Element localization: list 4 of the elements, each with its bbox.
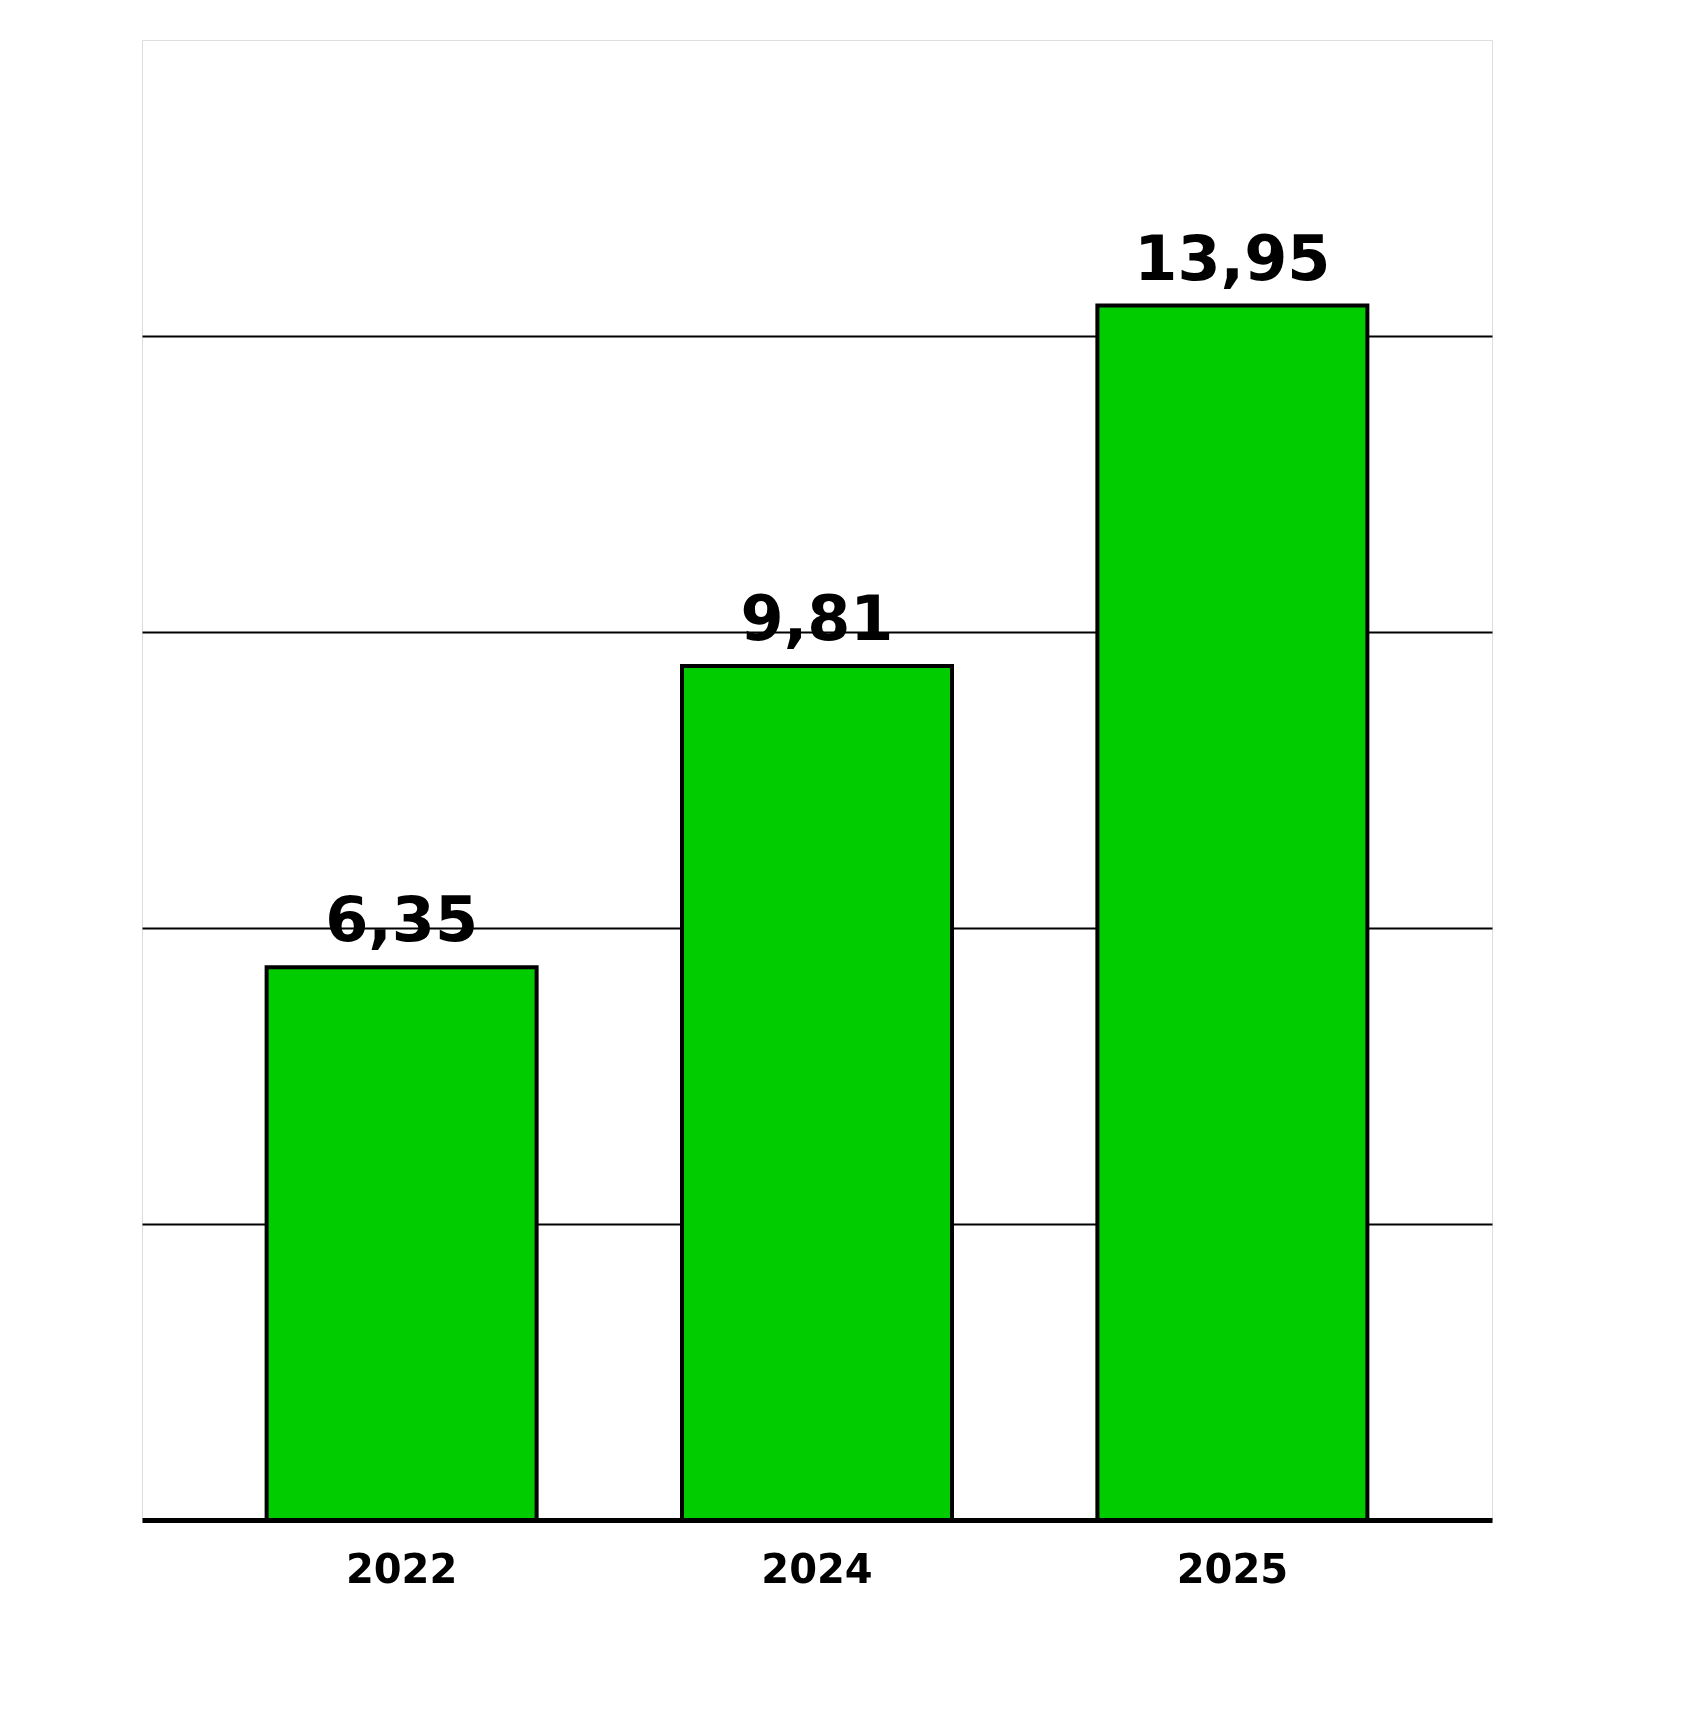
x-tick-label: 2022 (345, 1545, 458, 1592)
data-label: 13,95 (1134, 221, 1331, 295)
x-tick-label: 2024 (761, 1545, 873, 1592)
x-tick-label: 2025 (1176, 1545, 1289, 1592)
